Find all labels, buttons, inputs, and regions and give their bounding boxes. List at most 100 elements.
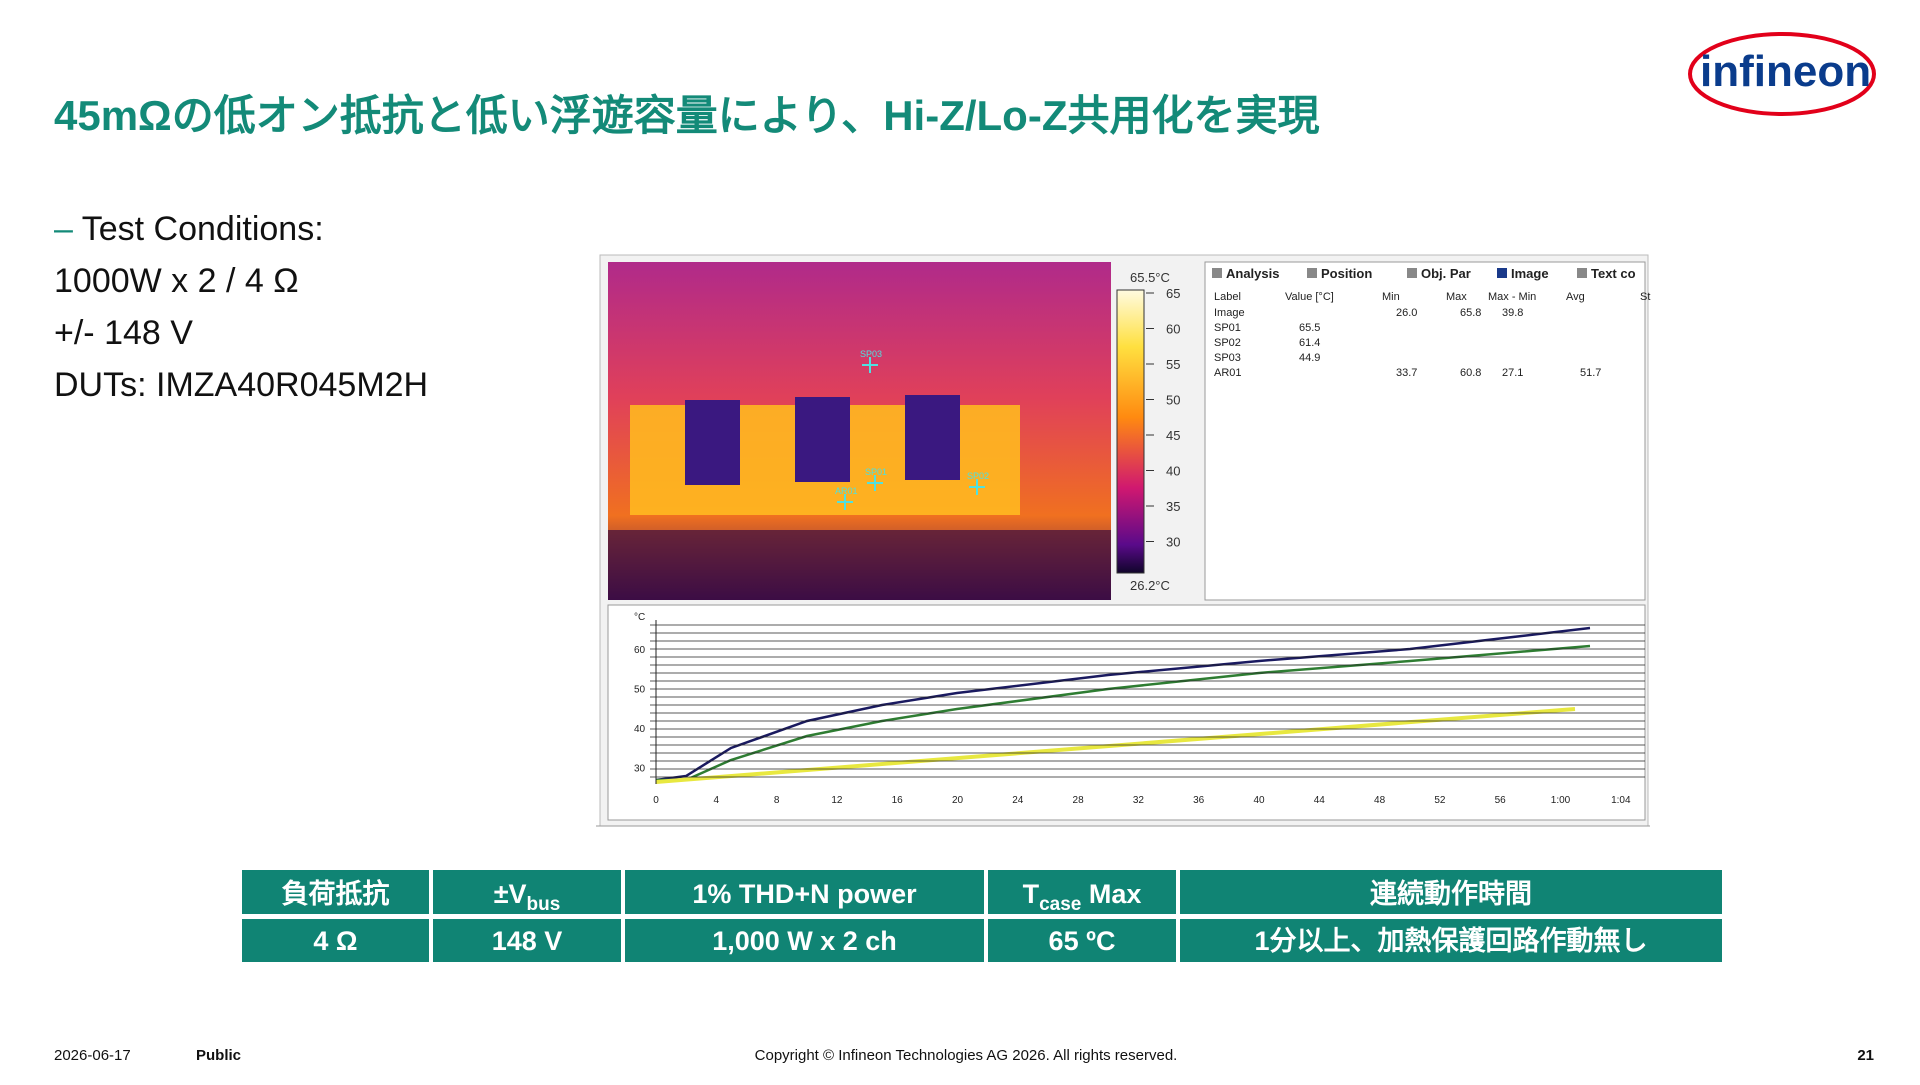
header-cell — [625, 870, 984, 914]
row-text: 1分以上、加熱保護回路作動無し — [1254, 925, 1647, 956]
header-part: 連続動作時間 — [1370, 879, 1532, 909]
scale-label: 55 — [1166, 357, 1180, 372]
row-cell — [625, 919, 984, 962]
cell: 61.4 — [1299, 337, 1320, 349]
cell: 65.8 — [1460, 307, 1481, 319]
heading: Test Conditions: — [82, 210, 324, 248]
spot-marker — [867, 475, 883, 491]
cell: 33.7 — [1396, 367, 1417, 379]
tab-icon — [1212, 268, 1222, 278]
scale-label: 50 — [1166, 393, 1180, 408]
y-tick-label: 30 — [634, 764, 646, 775]
x-tick-label: 16 — [892, 795, 904, 806]
x-tick-label: 1:04 — [1611, 795, 1631, 806]
header-part: Max — [1081, 879, 1141, 909]
device — [905, 395, 960, 480]
x-tick-label: 1:00 — [1551, 795, 1571, 806]
spot-label: AR01 — [835, 486, 858, 496]
spot-label: SP01 — [865, 467, 887, 477]
x-tick-label: 4 — [714, 795, 720, 806]
y-tick-label: 60 — [634, 645, 646, 656]
cell: 51.7 — [1580, 367, 1601, 379]
footer-copyright: Copyright © Infineon Technologies AG 202… — [755, 1047, 1178, 1064]
trend-line — [655, 626, 1591, 782]
x-tick-label: 52 — [1434, 795, 1446, 806]
max-temp: 65.5°C — [1130, 270, 1170, 285]
tab: Analysis — [1226, 266, 1279, 281]
tab: Position — [1321, 266, 1372, 281]
header-text: ±Vbus — [494, 879, 561, 915]
footer-date: 2026-06-17 — [54, 1047, 131, 1064]
spot-marker — [837, 494, 853, 510]
x-tick-label: 44 — [1314, 795, 1326, 806]
col-header: Label — [1214, 291, 1241, 303]
header-text: 連続動作時間 — [1370, 879, 1532, 909]
board — [608, 530, 1111, 600]
header-part: ±V — [494, 879, 527, 909]
tab-icon — [1497, 268, 1507, 278]
header-cell — [988, 870, 1176, 914]
header-part: 1% THD+N power — [692, 879, 917, 909]
col-header: Max - Min — [1488, 291, 1536, 303]
row-text: 148 V — [492, 926, 563, 956]
row-text: 1,000 W x 2 ch — [712, 926, 897, 956]
x-tick-label: 56 — [1495, 795, 1507, 806]
header-part: bus — [527, 894, 561, 915]
scale-label: 60 — [1166, 322, 1180, 337]
x-tick-label: 8 — [774, 795, 780, 806]
col-header: Min — [1382, 291, 1400, 303]
condition-line: DUTs: IMZA40R045M2H — [54, 366, 428, 404]
cell: 65.5 — [1299, 322, 1320, 334]
footer-class: Public — [196, 1047, 241, 1064]
cell: 26.0 — [1396, 307, 1417, 319]
cell: 44.9 — [1299, 352, 1320, 364]
col-header: Max — [1446, 291, 1467, 303]
trend-panel — [607, 604, 1646, 821]
min-temp: 26.2°C — [1130, 578, 1170, 593]
y-tick-label: 50 — [634, 685, 646, 696]
device — [685, 400, 740, 485]
cell: SP01 — [1214, 322, 1241, 334]
header-part: T — [1023, 879, 1040, 909]
col-header: Value [°C] — [1285, 291, 1334, 303]
header-part: 負荷抵抗 — [282, 878, 390, 909]
spot-label: SP02 — [967, 471, 989, 481]
row-cell — [433, 919, 621, 962]
header-cell — [242, 870, 429, 914]
x-tick-label: 48 — [1374, 795, 1386, 806]
cell: Image — [1214, 307, 1245, 319]
y-tick-label: 40 — [634, 724, 646, 735]
condition-heading: – Test Conditions: — [54, 210, 324, 248]
row-cell — [1180, 919, 1722, 962]
cell: 39.8 — [1502, 307, 1523, 319]
header-text: Tcase Max — [1023, 879, 1142, 915]
x-tick-label: 32 — [1133, 795, 1145, 806]
logo-text: infineon — [1700, 47, 1871, 96]
header-cell — [1180, 870, 1722, 914]
trend-line — [656, 644, 1591, 782]
header-text: 1% THD+N power — [692, 879, 917, 909]
col-header: St — [1640, 291, 1650, 303]
header-text: 負荷抵抗 — [282, 878, 390, 909]
logo: infineon — [1688, 32, 1876, 116]
cell: 27.1 — [1502, 367, 1523, 379]
device — [795, 397, 850, 482]
tab-icon — [1577, 268, 1587, 278]
x-tick-label: 24 — [1012, 795, 1024, 806]
color-bar — [1116, 289, 1145, 574]
analysis-panel — [1204, 261, 1646, 601]
x-tick-label: 40 — [1253, 795, 1265, 806]
spot-marker — [969, 479, 985, 495]
x-tick-label: 28 — [1073, 795, 1085, 806]
tab: Image — [1511, 266, 1549, 281]
cell: AR01 — [1214, 367, 1242, 379]
header-part: case — [1039, 894, 1081, 915]
spot-label: SP03 — [860, 349, 882, 359]
scale-label: 35 — [1166, 499, 1180, 514]
x-tick-label: 36 — [1193, 795, 1205, 806]
tab: Obj. Par — [1421, 266, 1471, 281]
spot-marker — [862, 357, 878, 373]
row-text: 65 ºC — [1049, 926, 1116, 956]
scale-label: 65 — [1166, 286, 1180, 301]
condition-line: +/- 148 V — [54, 314, 193, 352]
